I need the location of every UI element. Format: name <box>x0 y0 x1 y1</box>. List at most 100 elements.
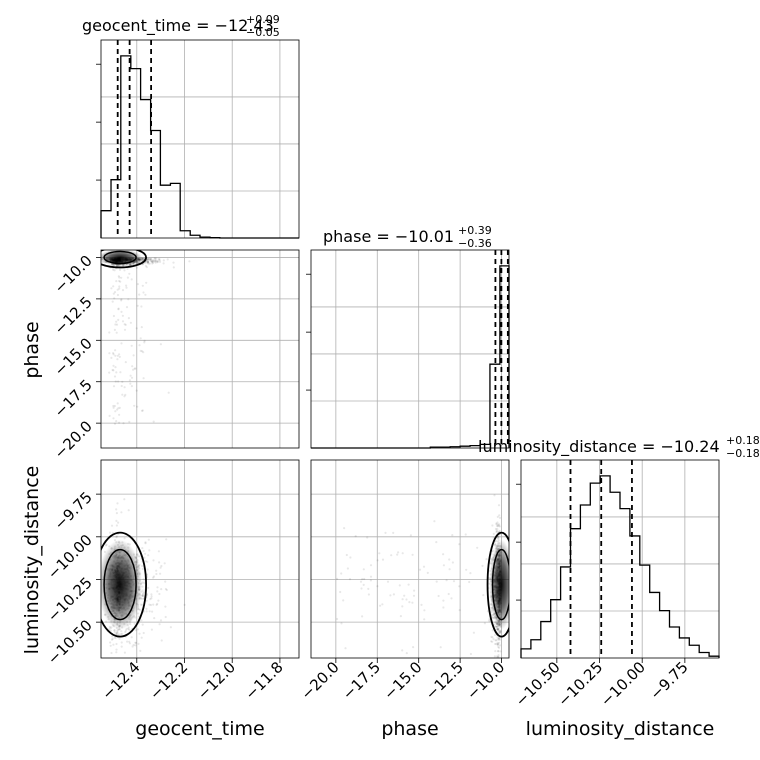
sample-point <box>158 592 161 596</box>
sample-point <box>147 586 150 590</box>
panel-2d-geocent-time-vs-phase <box>100 249 300 449</box>
sample-point <box>120 645 123 648</box>
sample-point <box>148 258 151 261</box>
sample-point <box>340 622 343 625</box>
sample-point <box>497 655 500 658</box>
sample-point <box>139 349 142 352</box>
sample-point <box>386 580 390 583</box>
sample-point <box>423 618 426 621</box>
svg-text:geocent_time = −12.43: geocent_time = −12.43 <box>82 16 274 36</box>
sample-point <box>497 628 500 632</box>
sample-point <box>164 587 167 591</box>
sample-point <box>115 280 118 283</box>
sample-point <box>158 623 161 626</box>
sample-point <box>116 629 119 632</box>
sample-point <box>497 535 500 538</box>
sample-point <box>115 535 118 538</box>
sample-point <box>495 642 498 646</box>
sample-point <box>123 651 126 654</box>
sample-point <box>155 257 158 260</box>
title-phase-lower: −0.36 <box>458 237 492 250</box>
sample-point <box>113 269 116 272</box>
sample-point <box>113 631 117 634</box>
sample-point <box>447 592 450 596</box>
x-tick-label: −17.5 <box>339 658 384 703</box>
sample-point <box>115 371 118 374</box>
sample-point <box>154 260 157 263</box>
sample-point <box>498 644 502 647</box>
sample-point <box>115 323 119 326</box>
sample-point <box>115 420 118 423</box>
panel-frame <box>100 39 300 239</box>
x-tick-label: −11.8 <box>242 658 287 703</box>
sample-point <box>435 580 438 583</box>
sample-point <box>117 275 120 278</box>
sample-point <box>498 641 501 644</box>
sample-point <box>127 626 130 629</box>
title-phase: phase = −10.01 +0.39 −0.36 <box>323 224 492 250</box>
sample-point <box>167 391 170 394</box>
sample-point <box>120 342 123 345</box>
sample-point <box>133 622 136 625</box>
sample-point <box>121 380 124 383</box>
sample-point <box>116 631 119 634</box>
sample-point <box>405 598 408 601</box>
sample-point <box>112 353 115 356</box>
sample-point <box>141 623 144 626</box>
sample-point <box>401 598 404 601</box>
sample-point <box>113 297 116 300</box>
grid-lines <box>101 40 299 238</box>
sample-point <box>125 306 129 309</box>
sample-point <box>476 546 479 549</box>
sample-point <box>497 524 501 527</box>
sample-point <box>154 261 157 264</box>
sample-point <box>160 639 163 642</box>
sample-point <box>418 568 422 571</box>
sample-point <box>494 642 497 646</box>
sample-point <box>369 564 373 567</box>
sample-point <box>154 259 157 262</box>
sample-point <box>492 532 495 536</box>
sample-point <box>411 553 414 556</box>
sample-point <box>117 307 120 310</box>
sample-point <box>147 260 150 263</box>
sample-point <box>136 405 139 408</box>
sample-point <box>117 407 120 410</box>
sample-point <box>146 257 149 261</box>
sample-point <box>149 259 152 262</box>
sample-point <box>397 551 400 554</box>
sample-point <box>163 562 166 565</box>
sample-point <box>128 420 131 423</box>
sample-point <box>344 647 347 650</box>
svg-text:phase = −10.01: phase = −10.01 <box>323 227 454 246</box>
sample-point <box>162 262 165 265</box>
sample-point <box>118 279 121 283</box>
sample-point <box>141 581 144 584</box>
sample-point <box>378 552 381 555</box>
sample-point <box>405 652 408 655</box>
sample-point <box>115 536 118 539</box>
sample-point <box>499 630 502 633</box>
sample-point <box>147 258 150 261</box>
sample-point <box>113 629 116 632</box>
sample-point <box>156 260 159 263</box>
sample-point <box>139 337 142 340</box>
sample-point <box>498 630 501 633</box>
sample-point <box>465 568 468 571</box>
sample-point <box>105 620 108 623</box>
sample-point <box>121 632 124 635</box>
sample-point <box>497 638 500 641</box>
sample-point <box>118 421 121 424</box>
sample-point <box>376 585 379 588</box>
sample-point <box>109 627 112 630</box>
sample-point <box>151 262 154 265</box>
sample-point <box>143 257 146 260</box>
sample-point <box>155 572 158 576</box>
panel-hist-geocent-time <box>96 39 300 239</box>
sample-point <box>123 269 126 272</box>
sample-point <box>141 589 144 592</box>
sample-point <box>135 327 138 330</box>
sample-point <box>140 326 143 329</box>
x-ticks-luminosity-distance: −10.50−10.25−10.00−9.75 <box>512 658 692 710</box>
sample-point <box>469 652 472 656</box>
